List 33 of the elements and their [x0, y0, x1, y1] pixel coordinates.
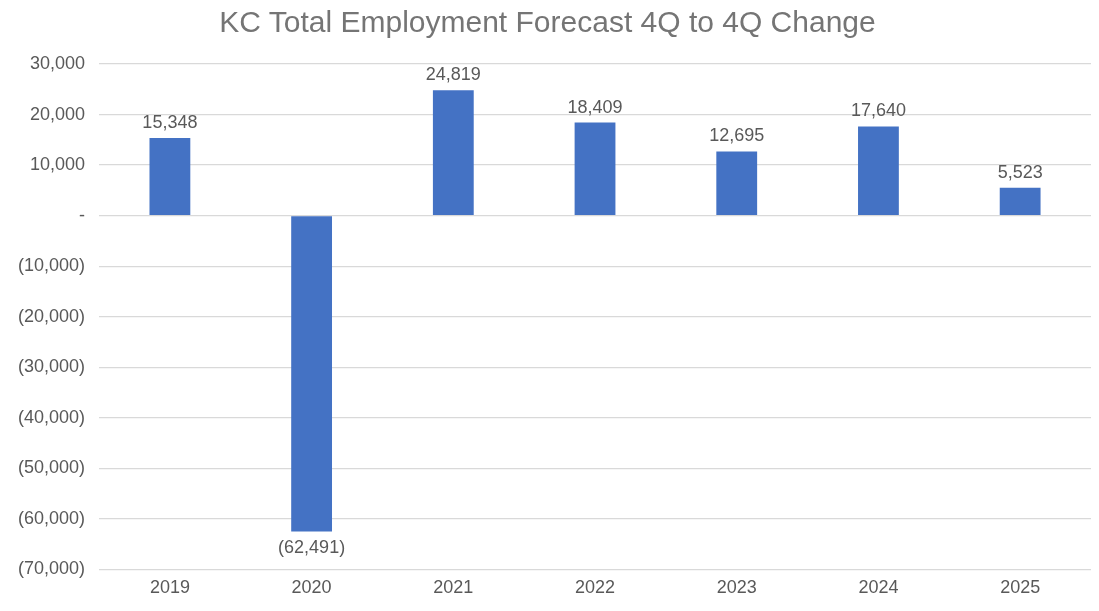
bar — [149, 138, 191, 215]
chart-title: KC Total Employment Forecast 4Q to 4Q Change — [219, 5, 876, 39]
bar — [716, 151, 758, 215]
y-tick-label: 10,000 — [29, 154, 86, 175]
data-label: 24,819 — [425, 64, 481, 85]
x-tick-label: 2021 — [433, 577, 474, 598]
y-tick-label: (70,000) — [18, 558, 86, 579]
data-label: (62,491) — [278, 537, 346, 558]
y-tick-label: (60,000) — [18, 507, 86, 528]
data-label: 18,409 — [567, 96, 623, 117]
bar — [291, 216, 333, 532]
x-tick-label: 2022 — [575, 577, 616, 598]
bar — [574, 122, 616, 215]
y-tick-label: 20,000 — [29, 103, 86, 124]
x-tick-label: 2019 — [149, 577, 190, 598]
y-tick-label: (20,000) — [18, 305, 86, 326]
data-label: 12,695 — [709, 125, 765, 146]
bar — [858, 126, 899, 215]
x-tick-label: 2025 — [1000, 577, 1041, 598]
data-label: 5,523 — [997, 161, 1043, 182]
x-tick-label: 2020 — [291, 577, 332, 598]
y-tick-label: (40,000) — [18, 406, 86, 427]
data-label: 17,640 — [850, 100, 906, 121]
y-tick-label: (50,000) — [18, 457, 86, 478]
y-tick-label: (10,000) — [18, 255, 86, 276]
y-tick-label: (30,000) — [18, 356, 86, 377]
y-tick-label: - — [79, 204, 86, 225]
y-tick-label: 30,000 — [29, 52, 86, 73]
x-tick-label: 2023 — [716, 577, 757, 598]
bar — [999, 187, 1041, 215]
x-tick-label: 2024 — [858, 577, 899, 598]
bar — [432, 90, 474, 215]
data-label: 15,348 — [142, 112, 198, 133]
